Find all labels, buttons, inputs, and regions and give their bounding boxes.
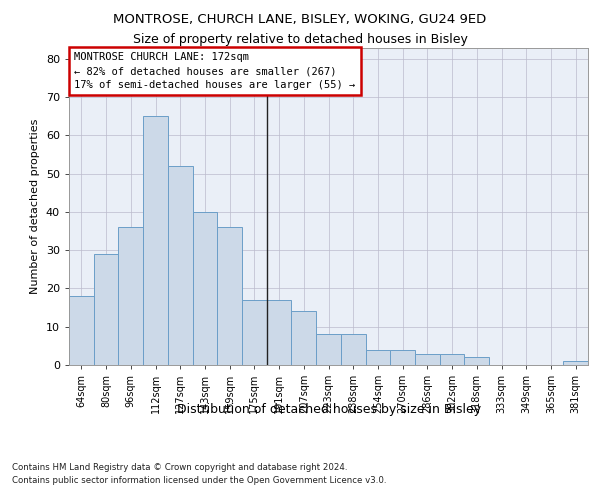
Bar (464, 358, 489, 365)
Bar (267, 300, 292, 365)
Bar (217, 228, 242, 365)
Bar (415, 354, 440, 365)
Bar (440, 354, 464, 365)
Text: Contains HM Land Registry data © Crown copyright and database right 2024.: Contains HM Land Registry data © Crown c… (12, 462, 347, 471)
Bar (390, 350, 415, 365)
Text: MONTROSE, CHURCH LANE, BISLEY, WOKING, GU24 9ED: MONTROSE, CHURCH LANE, BISLEY, WOKING, G… (113, 12, 487, 26)
Bar (168, 166, 193, 365)
Bar (193, 212, 217, 365)
Bar (316, 334, 341, 365)
Bar (563, 361, 588, 365)
Text: Contains public sector information licensed under the Open Government Licence v3: Contains public sector information licen… (12, 476, 386, 485)
Bar (365, 350, 390, 365)
Bar (143, 116, 168, 365)
Bar (242, 300, 267, 365)
Bar (341, 334, 365, 365)
Bar (292, 312, 316, 365)
Y-axis label: Number of detached properties: Number of detached properties (30, 118, 40, 294)
Text: Distribution of detached houses by size in Bisley: Distribution of detached houses by size … (177, 402, 481, 415)
Bar (94, 254, 118, 365)
Text: Size of property relative to detached houses in Bisley: Size of property relative to detached ho… (133, 32, 467, 46)
Bar (69, 296, 94, 365)
Text: MONTROSE CHURCH LANE: 172sqm
← 82% of detached houses are smaller (267)
17% of s: MONTROSE CHURCH LANE: 172sqm ← 82% of de… (74, 52, 355, 90)
Bar (118, 228, 143, 365)
